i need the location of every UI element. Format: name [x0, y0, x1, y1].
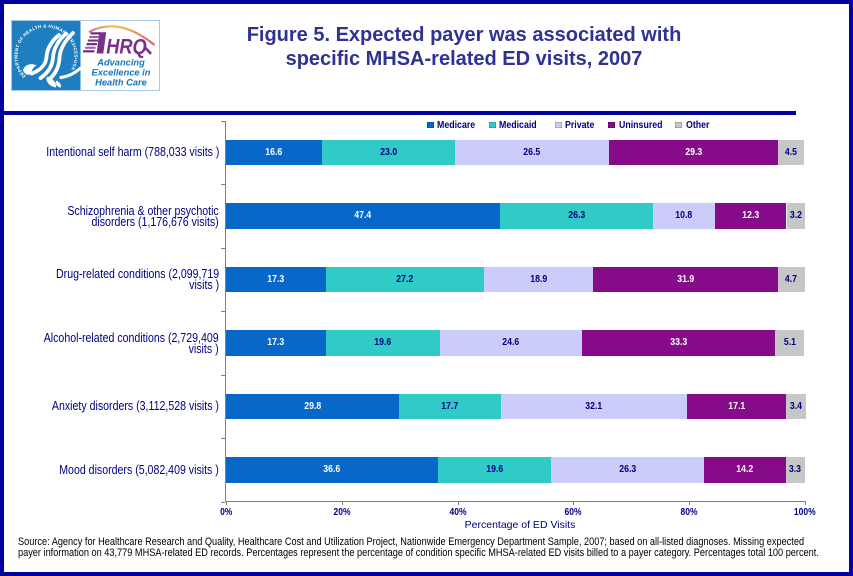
- svg-text:Advancing: Advancing: [96, 58, 145, 68]
- svg-text:Health Care: Health Care: [95, 78, 147, 88]
- svg-text:Excellence in: Excellence in: [92, 68, 151, 78]
- svg-text:HRQ: HRQ: [106, 35, 147, 59]
